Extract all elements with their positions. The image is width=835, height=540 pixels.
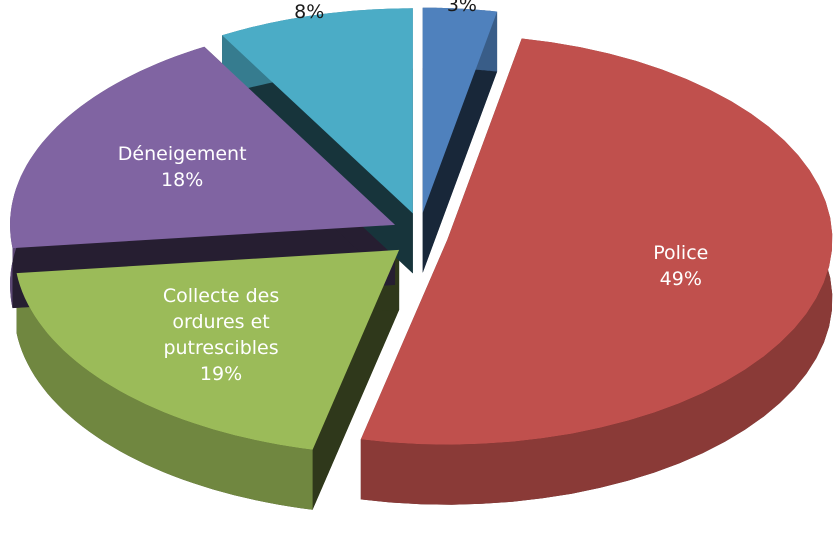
label-name: Déneigement bbox=[117, 143, 247, 166]
label-value: 18% bbox=[161, 169, 204, 192]
label-name: Collecte des ordures et putrescibles bbox=[162, 284, 280, 359]
label-value: 49% bbox=[659, 268, 702, 291]
data-label: Vidange des fosses septiques3% bbox=[387, 0, 537, 18]
wedge-rim bbox=[360, 38, 833, 505]
label-value: 8% bbox=[294, 1, 325, 24]
wedge bbox=[222, 8, 413, 214]
wedge bbox=[422, 7, 498, 213]
wedge bbox=[360, 38, 833, 445]
data-label: Collecte des ordures et putrescibles 19% bbox=[146, 283, 296, 387]
wedge-side bbox=[312, 249, 400, 510]
data-label: Collecte sélective8% bbox=[234, 0, 384, 25]
label-value: 3% bbox=[446, 0, 477, 17]
wedge bbox=[16, 249, 400, 450]
data-label: Police 49% bbox=[606, 240, 756, 292]
label-name: Police bbox=[653, 242, 709, 265]
label-value: 19% bbox=[199, 362, 243, 385]
data-label: Déneigement 18% bbox=[107, 141, 257, 193]
wedge-rim bbox=[16, 273, 313, 510]
wedge-side bbox=[422, 11, 498, 273]
wedge bbox=[10, 46, 396, 249]
